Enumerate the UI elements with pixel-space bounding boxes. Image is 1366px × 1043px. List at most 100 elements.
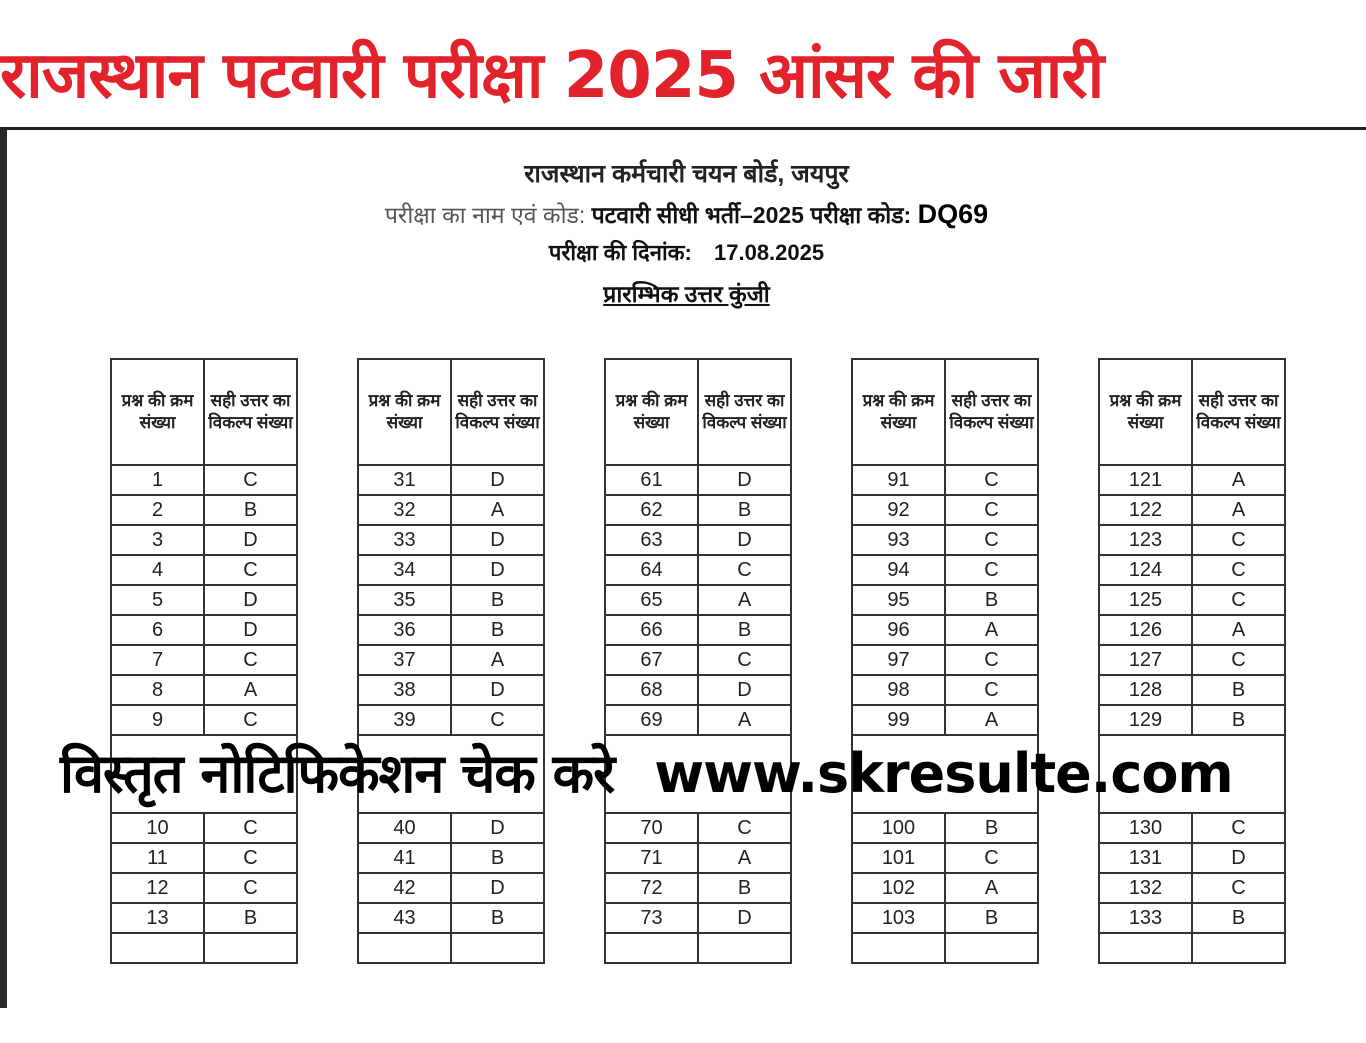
answer-option: D xyxy=(697,464,792,496)
answer-option: B xyxy=(450,842,545,874)
answer-option: A xyxy=(1191,614,1286,646)
table-row: 39 C xyxy=(357,704,545,736)
question-number: 40 xyxy=(357,812,452,844)
answer-option: C xyxy=(203,704,298,736)
answer-option: D xyxy=(697,524,792,556)
answer-option: B xyxy=(697,614,792,646)
question-number: 43 xyxy=(357,902,452,934)
banner-gap xyxy=(357,734,545,814)
table-row: 131 D xyxy=(1098,842,1286,874)
question-number: 96 xyxy=(851,614,946,646)
answer-option: B xyxy=(697,494,792,526)
answer-option: C xyxy=(203,554,298,586)
table-row-cut-off xyxy=(604,932,792,964)
answer-option: B xyxy=(1191,704,1286,736)
question-number: 132 xyxy=(1098,872,1193,904)
table-row: 70 C xyxy=(604,812,792,844)
answer-option: C xyxy=(1191,554,1286,586)
banner-gap xyxy=(1098,734,1286,814)
table-row: 33 D xyxy=(357,524,545,556)
table-row: 102 A xyxy=(851,872,1039,904)
table-row: 92 C xyxy=(851,494,1039,526)
question-number: 121 xyxy=(1098,464,1193,496)
table-row: 95 B xyxy=(851,584,1039,616)
table-row: 68 D xyxy=(604,674,792,706)
question-number: 126 xyxy=(1098,614,1193,646)
answer-option: C xyxy=(944,524,1039,556)
header-correct-option: सही उत्तर का विकल्प संख्या xyxy=(203,358,298,466)
overlay-banner: विस्तृत नोटिफिकेशन चेक करे www.skresulte.… xyxy=(60,738,1234,810)
question-number: 6 xyxy=(110,614,205,646)
question-number: 2 xyxy=(110,494,205,526)
answer-option: B xyxy=(697,872,792,904)
banner-gap-row xyxy=(110,734,298,814)
table-row: 69 A xyxy=(604,704,792,736)
table-row: 103 B xyxy=(851,902,1039,934)
header-question-number: प्रश्न की क्रम संख्या xyxy=(851,358,946,466)
table-row: 98 C xyxy=(851,674,1039,706)
question-number: 131 xyxy=(1098,842,1193,874)
table-row: 123 C xyxy=(1098,524,1286,556)
question-number: 8 xyxy=(110,674,205,706)
answer-option: C xyxy=(1191,584,1286,616)
question-number: 102 xyxy=(851,872,946,904)
table-row: 101 C xyxy=(851,842,1039,874)
answer-option: B xyxy=(450,584,545,616)
question-number: 67 xyxy=(604,644,699,676)
question-number: 73 xyxy=(604,902,699,934)
question-number: 10 xyxy=(110,812,205,844)
answer-option: A xyxy=(944,704,1039,736)
header-question-number: प्रश्न की क्रम संख्या xyxy=(110,358,205,466)
question-number: 1 xyxy=(110,464,205,496)
answer-option: A xyxy=(697,584,792,616)
table-row: 34 D xyxy=(357,554,545,586)
question-number: 94 xyxy=(851,554,946,586)
answer-option: A xyxy=(1191,464,1286,496)
table-row: 72 B xyxy=(604,872,792,904)
answer-option: D xyxy=(450,872,545,904)
headline: राजस्थान पटवारी परीक्षा 2025 आंसर की जार… xyxy=(0,39,1104,113)
question-number: 91 xyxy=(851,464,946,496)
answer-option: C xyxy=(203,812,298,844)
question-number: 66 xyxy=(604,614,699,646)
answer-option: C xyxy=(944,674,1039,706)
answer-option: D xyxy=(450,812,545,844)
banner-gap-row xyxy=(604,734,792,814)
table-row: 40 D xyxy=(357,812,545,844)
answer-option: A xyxy=(697,842,792,874)
question-number: 129 xyxy=(1098,704,1193,736)
question-number: 9 xyxy=(110,704,205,736)
answer-table-block: प्रश्न की क्रम संख्या सही उत्तर का विकल्प… xyxy=(110,358,298,964)
question-number: 133 xyxy=(1098,902,1193,934)
header-question-number: प्रश्न की क्रम संख्या xyxy=(604,358,699,466)
answer-option: C xyxy=(944,494,1039,526)
answer-option: B xyxy=(450,614,545,646)
exam-name: पटवारी सीधी भर्ती–2025 परीक्षा कोड: xyxy=(591,202,912,228)
question-number: 37 xyxy=(357,644,452,676)
table-row: 99 A xyxy=(851,704,1039,736)
table-row: 121 A xyxy=(1098,464,1286,496)
banner-gap-row xyxy=(357,734,545,814)
website-link[interactable]: www.skresulte.com xyxy=(654,742,1233,805)
question-number: 100 xyxy=(851,812,946,844)
question-number: 69 xyxy=(604,704,699,736)
question-number: 34 xyxy=(357,554,452,586)
question-number: 124 xyxy=(1098,554,1193,586)
banner-gap-row xyxy=(851,734,1039,814)
table-row: 43 B xyxy=(357,902,545,934)
table-header-row: प्रश्न की क्रम संख्या सही उत्तर का विकल्प… xyxy=(604,358,792,466)
question-number: 72 xyxy=(604,872,699,904)
header-correct-option: सही उत्तर का विकल्प संख्या xyxy=(450,358,545,466)
org-name: राजस्थान कर्मचारी चयन बोर्ड, जयपुर xyxy=(524,160,849,188)
table-header-row: प्रश्न की क्रम संख्या सही उत्तर का विकल्प… xyxy=(1098,358,1286,466)
banner-gap xyxy=(604,734,792,814)
cell-cut-off xyxy=(203,932,298,964)
answer-option: C xyxy=(203,872,298,904)
answer-option: C xyxy=(1191,872,1286,904)
overlay-text: विस्तृत नोटिफिकेशन चेक करे xyxy=(60,742,615,805)
question-number: 123 xyxy=(1098,524,1193,556)
question-number: 71 xyxy=(604,842,699,874)
question-number: 130 xyxy=(1098,812,1193,844)
